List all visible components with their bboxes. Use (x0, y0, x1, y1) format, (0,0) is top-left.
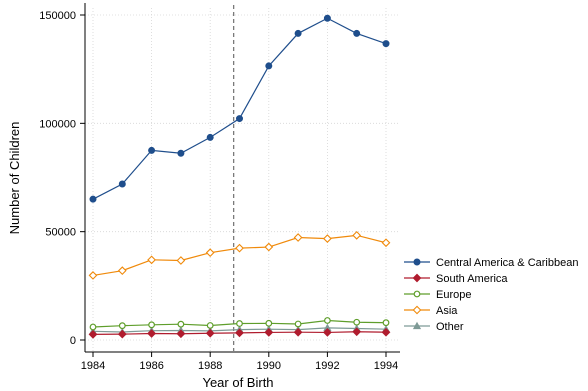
data-point (264, 328, 274, 337)
data-point (148, 321, 156, 329)
legend-label: Other (436, 321, 464, 333)
tick-labels: 0 50000 100000 150000 1984 1986 1988 1990 1992 19… (39, 10, 398, 372)
y-tick-label: 150000 (39, 10, 76, 22)
data-point (381, 327, 391, 337)
data-point (205, 328, 215, 338)
data-point (88, 271, 98, 280)
x-tick-label: 1990 (257, 360, 281, 372)
y-tick-label: 50000 (45, 227, 76, 239)
x-tick-label: 1988 (198, 360, 222, 372)
data-point (89, 195, 97, 203)
data-point (176, 256, 186, 265)
data-point (177, 149, 185, 157)
data-point (147, 255, 156, 265)
data-point (294, 320, 302, 328)
data-point (236, 115, 243, 123)
data-point (118, 322, 126, 330)
data-point (323, 234, 332, 243)
data-point (265, 62, 273, 70)
y-axis-title: Number of Children (7, 122, 22, 235)
data-point (205, 248, 215, 258)
data-point (265, 319, 273, 327)
data-point (235, 243, 244, 253)
data-point (117, 329, 127, 339)
x-tick-label: 1992 (315, 360, 339, 372)
y-tick-label: 100000 (39, 118, 76, 130)
axes (80, 3, 400, 357)
data-point (293, 327, 303, 337)
legend-label: Europe (436, 289, 471, 301)
legend-label: Central America & Caribbean (436, 257, 578, 269)
data-point (88, 329, 98, 339)
data-point (323, 14, 331, 22)
data-point (353, 318, 361, 326)
legend-swatch-marker (412, 273, 422, 283)
data-point (177, 320, 185, 328)
data-point (206, 322, 214, 329)
data-point (148, 146, 156, 154)
data-point (206, 133, 214, 141)
legend-label: South America (436, 273, 508, 285)
data-point (235, 328, 244, 338)
legend-swatch-marker (412, 305, 422, 315)
x-tick-label: 1984 (81, 360, 105, 372)
data-point (236, 320, 243, 327)
legend-swatch-marker (413, 258, 421, 266)
data-point (352, 230, 362, 240)
data-point (117, 266, 127, 276)
data-point (382, 40, 390, 48)
legend-label: Asia (436, 305, 458, 317)
y-tick-label: 0 (70, 335, 76, 347)
data-point (89, 323, 97, 331)
legend-swatch-marker (413, 290, 421, 298)
plot-area (88, 5, 391, 351)
data-point (147, 329, 156, 338)
data-point (176, 329, 186, 339)
x-axis-title: Year of Birth (202, 375, 273, 390)
data-point (323, 328, 332, 337)
legend: Central America & Caribbean South America… (404, 257, 578, 333)
legend-swatch-marker (412, 321, 422, 330)
x-tick-label: 1986 (139, 360, 163, 372)
data-point (293, 233, 303, 242)
data-point (324, 317, 331, 324)
data-point (382, 319, 390, 327)
data-point (264, 242, 274, 252)
data-point (294, 29, 302, 37)
data-point (352, 327, 362, 337)
data-point (118, 180, 126, 188)
data-point (353, 29, 361, 37)
data-point (381, 238, 391, 248)
x-tick-label: 1994 (374, 360, 398, 372)
